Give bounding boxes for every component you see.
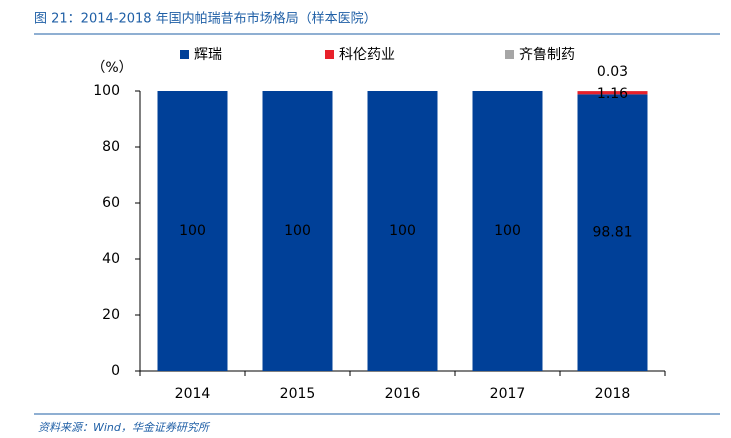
x-tick-label: 2014 <box>175 386 211 402</box>
source: 资料来源：Wind，华金证券研究所 <box>38 421 211 434</box>
y-tick-label: 40 <box>102 251 120 267</box>
data-label: 100 <box>284 223 311 239</box>
data-label: 100 <box>179 223 206 239</box>
bar-segment <box>472 91 543 371</box>
data-label: 100 <box>494 223 521 239</box>
x-tick-label: 2018 <box>595 386 631 402</box>
bar-segment <box>367 91 438 371</box>
bar-segment <box>157 91 228 371</box>
data-label: 100 <box>389 223 416 239</box>
x-tick-label: 2015 <box>280 386 316 402</box>
legend-swatch <box>505 50 514 59</box>
y-tick-label: 80 <box>102 139 120 155</box>
x-tick-label: 2016 <box>385 386 421 402</box>
bar-segment <box>577 94 648 371</box>
data-label: 1.16 <box>597 86 628 102</box>
chart-title: 图 21：2014-2018 年国内帕瑞昔布市场格局（样本医院） <box>34 11 377 27</box>
y-tick-label: 0 <box>111 363 120 379</box>
y-tick-label: 60 <box>102 195 120 211</box>
legend-label: 科伦药业 <box>339 47 395 63</box>
y-tick-label: 20 <box>102 307 120 323</box>
legend-swatch <box>180 50 189 59</box>
legend-label: 辉瑞 <box>194 47 222 63</box>
legend-swatch <box>325 50 334 59</box>
legend-label: 齐鲁制药 <box>519 47 575 63</box>
y-axis-label: （%） <box>91 60 132 76</box>
x-tick-label: 2017 <box>490 386 526 402</box>
bar-segment <box>577 91 648 95</box>
bar-segment <box>262 91 333 371</box>
data-label: 98.81 <box>592 225 632 241</box>
y-tick-label: 100 <box>93 83 120 99</box>
data-label: 0.03 <box>597 64 628 80</box>
